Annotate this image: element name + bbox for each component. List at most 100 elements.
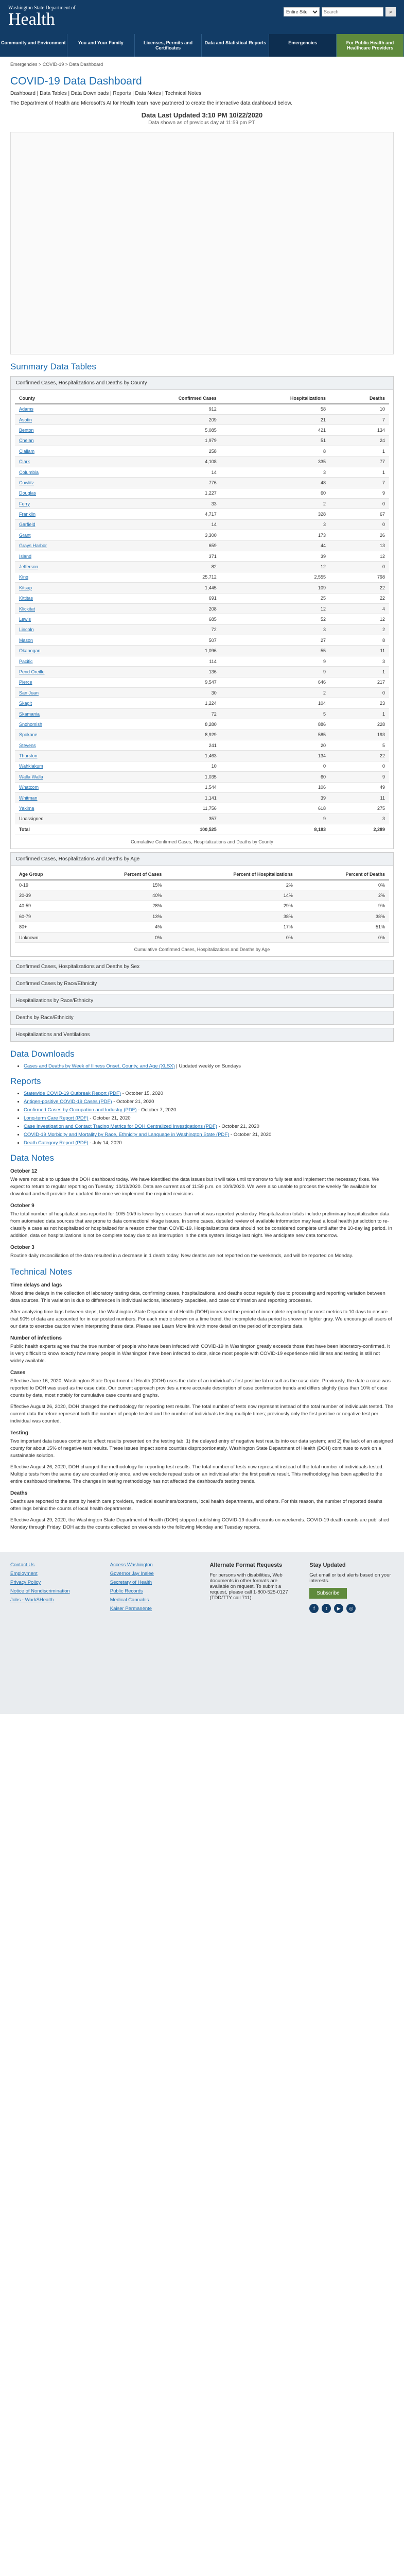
county-link[interactable]: Douglas: [19, 490, 37, 496]
report-link[interactable]: Long-term Care Report (PDF): [24, 1115, 89, 1122]
report-link[interactable]: Confirmed Cases by Occupation and Indust…: [24, 1107, 137, 1113]
county-link[interactable]: San Juan: [19, 690, 39, 696]
county-link[interactable]: Grant: [19, 532, 31, 538]
county-name[interactable]: Skamania: [15, 708, 105, 720]
collapsed-panel-header[interactable]: Deaths by Race/Ethnicity: [11, 1011, 393, 1025]
county-name[interactable]: Grant: [15, 530, 105, 541]
county-link[interactable]: Benton: [19, 427, 34, 433]
footer-link[interactable]: Public Records: [110, 1588, 143, 1595]
search-scope-select[interactable]: Entire Site: [284, 7, 320, 16]
footer-link[interactable]: Privacy Policy: [10, 1580, 41, 1586]
subscribe-button[interactable]: Subscribe: [309, 1588, 347, 1599]
county-name[interactable]: Benton: [15, 425, 105, 436]
nav-item[interactable]: Data and Statistical Reports: [202, 34, 270, 57]
collapsed-panel-header[interactable]: Confirmed Cases by Race/Ethnicity: [11, 977, 393, 991]
county-panel-header[interactable]: Confirmed Cases, Hospitalizations and De…: [11, 377, 393, 390]
nav-item[interactable]: Licenses, Permits and Certificates: [135, 34, 202, 57]
county-link[interactable]: Asotin: [19, 417, 32, 422]
county-link[interactable]: Lincoln: [19, 627, 34, 633]
county-link[interactable]: Pierce: [19, 680, 32, 685]
youtube-icon[interactable]: ▶: [334, 1604, 344, 1614]
county-link[interactable]: Stevens: [19, 742, 36, 748]
report-link[interactable]: Death Category Report (PDF): [24, 1140, 89, 1146]
county-link[interactable]: Whitman: [19, 795, 38, 801]
collapsed-panel-header[interactable]: Hospitalizations and Ventilations: [11, 1028, 393, 1042]
county-link[interactable]: Lewis: [19, 617, 31, 622]
county-link[interactable]: Snohomish: [19, 721, 43, 727]
county-link[interactable]: Klickitat: [19, 606, 36, 612]
county-link[interactable]: Walla Walla: [19, 774, 43, 779]
nav-item[interactable]: You and Your Family: [67, 34, 135, 57]
county-link[interactable]: Island: [19, 553, 32, 559]
doh-logo[interactable]: Washington State Department of Health: [8, 5, 76, 28]
nav-item[interactable]: For Public Health and Healthcare Provide…: [337, 34, 404, 57]
county-name[interactable]: Mason: [15, 635, 105, 646]
county-name[interactable]: Chelan: [15, 435, 105, 447]
county-name[interactable]: Franklin: [15, 509, 105, 520]
footer-link[interactable]: Contact Us: [10, 1562, 34, 1568]
nav-item[interactable]: Emergencies: [269, 34, 337, 57]
county-link[interactable]: King: [19, 574, 29, 580]
county-name[interactable]: Walla Walla: [15, 771, 105, 783]
county-name[interactable]: Pierce: [15, 677, 105, 688]
county-name[interactable]: Garfield: [15, 519, 105, 531]
county-link[interactable]: Jefferson: [19, 564, 38, 570]
county-name[interactable]: Whitman: [15, 792, 105, 804]
county-link[interactable]: Pend Oreille: [19, 669, 45, 674]
county-name[interactable]: King: [15, 572, 105, 583]
footer-link[interactable]: Notice of Nondiscrimination: [10, 1588, 70, 1595]
interactive-dashboard-frame[interactable]: [10, 132, 394, 354]
report-link[interactable]: Cases and Deaths by Week of Illness Onse…: [24, 1063, 175, 1070]
county-name[interactable]: Stevens: [15, 740, 105, 751]
county-link[interactable]: Garfield: [19, 522, 36, 528]
county-name[interactable]: Douglas: [15, 488, 105, 499]
footer-link[interactable]: Employment: [10, 1571, 38, 1577]
collapsed-panel-header[interactable]: Confirmed Cases, Hospitalizations and De…: [11, 960, 393, 974]
county-name[interactable]: San Juan: [15, 687, 105, 699]
county-name[interactable]: Jefferson: [15, 561, 105, 572]
search-input[interactable]: [322, 7, 383, 16]
county-name[interactable]: Lewis: [15, 614, 105, 625]
county-link[interactable]: Grays Harbor: [19, 543, 47, 549]
footer-link[interactable]: Kaiser Permanente: [110, 1606, 152, 1612]
county-link[interactable]: Ferry: [19, 501, 30, 506]
twitter-icon[interactable]: t: [322, 1604, 331, 1614]
county-link[interactable]: Thurston: [19, 753, 38, 759]
county-name[interactable]: Okanogan: [15, 645, 105, 656]
county-link[interactable]: Mason: [19, 637, 33, 643]
magnifier-icon[interactable]: ⌕: [385, 7, 396, 16]
county-link[interactable]: Pacific: [19, 658, 33, 664]
county-link[interactable]: Wahkiakum: [19, 764, 43, 769]
county-name[interactable]: Lincoln: [15, 624, 105, 636]
instagram-icon[interactable]: ◎: [346, 1604, 356, 1614]
report-link[interactable]: COVID-19 Morbidity and Mortality by Race…: [24, 1132, 230, 1138]
county-name[interactable]: Kittitas: [15, 593, 105, 604]
footer-link[interactable]: Access Washington: [110, 1562, 153, 1568]
county-name[interactable]: Asotin: [15, 414, 105, 426]
county-link[interactable]: Skagit: [19, 701, 32, 706]
county-link[interactable]: Whatcom: [19, 785, 39, 790]
county-name[interactable]: Ferry: [15, 498, 105, 510]
county-name[interactable]: Snohomish: [15, 719, 105, 730]
county-name[interactable]: Island: [15, 551, 105, 562]
nav-item[interactable]: Community and Environment: [0, 34, 67, 57]
county-link[interactable]: Okanogan: [19, 648, 41, 654]
footer-link[interactable]: Medical Cannabis: [110, 1597, 149, 1603]
county-link[interactable]: Skamania: [19, 711, 40, 717]
facebook-icon[interactable]: f: [309, 1604, 319, 1614]
footer-link[interactable]: Secretary of Health: [110, 1580, 152, 1586]
county-link[interactable]: Franklin: [19, 512, 36, 517]
county-name[interactable]: Skagit: [15, 698, 105, 709]
county-name[interactable]: Kitsap: [15, 582, 105, 594]
county-name[interactable]: Pacific: [15, 656, 105, 667]
footer-link[interactable]: Governor Jay Inslee: [110, 1571, 154, 1577]
county-link[interactable]: Clark: [19, 459, 30, 465]
county-name[interactable]: Pend Oreille: [15, 666, 105, 677]
county-name[interactable]: Cowlitz: [15, 477, 105, 488]
county-link[interactable]: Yakima: [19, 806, 34, 811]
county-name[interactable]: Thurston: [15, 750, 105, 761]
county-link[interactable]: Cowlitz: [19, 480, 34, 485]
county-name[interactable]: Klickitat: [15, 603, 105, 615]
county-name[interactable]: Columbia: [15, 467, 105, 478]
county-name[interactable]: Wahkiakum: [15, 761, 105, 772]
